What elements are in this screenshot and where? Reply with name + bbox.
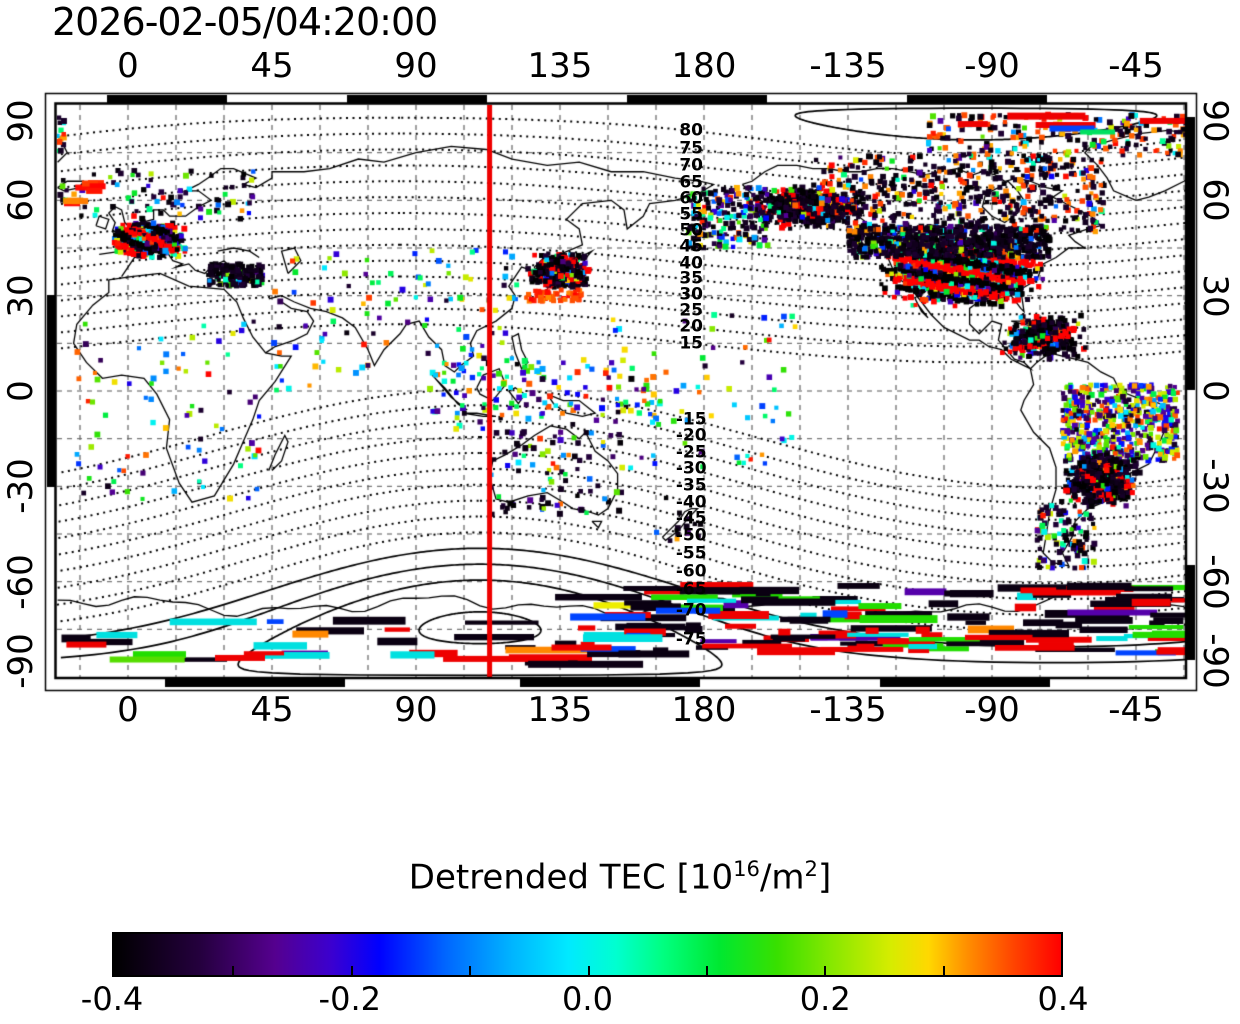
lat-tick-label-right--60: -60	[1195, 553, 1235, 610]
lon-tick-label-bottom-0: 0	[117, 690, 139, 730]
contour-label--50: -50	[675, 525, 707, 546]
lon-tick-label-top-180: 180	[671, 46, 737, 86]
contour-label--35: -35	[675, 475, 707, 496]
colorbar-minor-tick	[824, 966, 827, 975]
contour-label--30: -30	[675, 458, 707, 479]
lat-tick-label-left-30: 30	[1, 274, 41, 318]
lat-tick-label-right--30: -30	[1195, 458, 1235, 515]
contour-label-65: 65	[679, 172, 704, 193]
lon-tick-label-top-135: 135	[527, 46, 593, 86]
contour-label-20: 20	[679, 316, 704, 337]
colorbar-title: Detrended TEC [1016/m2]	[0, 856, 1240, 897]
contour-label-75: 75	[679, 138, 704, 159]
contour-label-80: 80	[679, 120, 704, 141]
lon-tick-label-bottom-135: 135	[527, 690, 593, 730]
colorbar-title-bracket: ]	[817, 857, 832, 898]
contour-label-30: 30	[679, 284, 704, 305]
lon-tick-label-bottom-180: 180	[671, 690, 737, 730]
contour-label--70: -70	[675, 600, 707, 621]
colorbar-title-exponent: 16	[733, 856, 760, 881]
lat-tick-label-right--90: -90	[1195, 633, 1235, 689]
colorbar-title-exponent2: 2	[804, 856, 818, 881]
contour-label--15: -15	[675, 409, 707, 430]
lon-tick-label-top--45: -45	[1108, 46, 1164, 86]
contour-label--45: -45	[675, 508, 707, 529]
colorbar-title-per-meter: /m	[759, 857, 805, 898]
colorbar-minor-tick	[232, 966, 235, 975]
colorbar-label--0.4: -0.4	[80, 980, 144, 1018]
lon-tick-label-bottom--90: -90	[964, 690, 1020, 730]
colorbar-title-base: Detrended TEC [10	[408, 857, 734, 898]
contour-label-60: 60	[679, 188, 704, 209]
colorbar-minor-tick	[350, 966, 353, 975]
lat-tick-label-left--90: -90	[1, 633, 41, 689]
contour-label-40: 40	[679, 253, 704, 274]
contour-label-70: 70	[679, 155, 704, 176]
contour-label--75: -75	[675, 629, 707, 650]
lon-tick-label-bottom--135: -135	[809, 690, 887, 730]
colorbar-label-0.2: 0.2	[799, 980, 851, 1018]
contour-label--65: -65	[675, 579, 707, 600]
contour-label-15: 15	[679, 333, 704, 354]
contour-label-45: 45	[679, 236, 704, 257]
lon-tick-label-bottom-45: 45	[250, 690, 294, 730]
lat-tick-label-left--30: -30	[1, 458, 41, 515]
contour-label--20: -20	[675, 425, 707, 446]
lon-tick-label-top-0: 0	[117, 46, 139, 86]
lat-tick-label-left-0: 0	[1, 380, 41, 402]
colorbar-label-0.4: 0.4	[1037, 980, 1089, 1018]
lat-tick-label-left-60: 60	[1, 178, 41, 222]
colorbar-label-0.0: 0.0	[562, 980, 613, 1018]
lon-tick-label-top--135: -135	[809, 46, 887, 86]
colorbar-minor-tick	[942, 966, 945, 975]
lat-tick-label-right-60: 60	[1195, 178, 1235, 222]
contour-label--55: -55	[675, 543, 707, 564]
colorbar-minor-tick	[469, 966, 472, 975]
lon-tick-label-top-90: 90	[394, 46, 438, 86]
lat-tick-label-right-30: 30	[1195, 274, 1235, 318]
contour-label-35: 35	[679, 268, 704, 289]
lat-tick-label-left-90: 90	[1, 99, 41, 143]
colorbar-minor-tick	[705, 966, 708, 975]
colorbar-label--0.2: -0.2	[318, 980, 381, 1018]
contour-label--40: -40	[675, 492, 707, 513]
contour-label--25: -25	[675, 442, 707, 463]
lat-tick-label-left--60: -60	[1, 553, 41, 610]
colorbar-gradient	[112, 932, 1063, 977]
contour-label-25: 25	[679, 300, 704, 321]
colorbar-minor-tick	[587, 966, 590, 975]
lat-tick-label-right-0: 0	[1195, 380, 1235, 402]
contour-label-55: 55	[679, 204, 704, 225]
lon-tick-label-top--90: -90	[964, 46, 1020, 86]
lon-tick-label-bottom--45: -45	[1108, 690, 1164, 730]
timestamp-title: 2026-02-05/04:20:00	[52, 0, 438, 44]
contour-label-50: 50	[679, 220, 704, 241]
lon-tick-label-bottom-90: 90	[394, 690, 438, 730]
lat-tick-label-right-90: 90	[1195, 99, 1235, 143]
contour-label--60: -60	[675, 561, 707, 582]
lon-tick-label-top-45: 45	[250, 46, 294, 86]
